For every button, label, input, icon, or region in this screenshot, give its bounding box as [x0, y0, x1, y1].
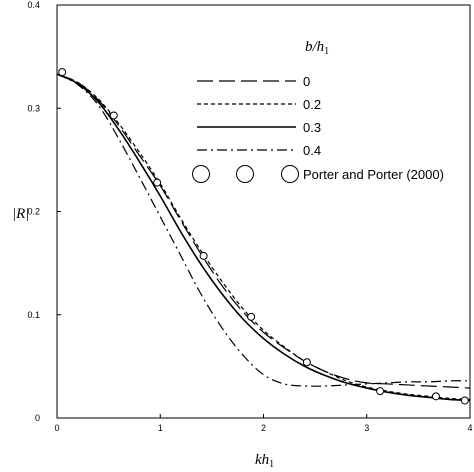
x-axis-label: kh1: [255, 452, 274, 470]
porter-data-point: [460, 396, 469, 405]
y-tick-label: 0: [35, 413, 40, 423]
plot-frame: [56, 4, 471, 419]
legend-marker-circle: [236, 165, 254, 183]
porter-data-point: [199, 251, 208, 260]
legend-label: 0.4: [303, 143, 321, 158]
series-line-0: [56, 73, 471, 389]
y-tick-label: 0.1: [27, 310, 40, 320]
x-tick-label: 3: [364, 423, 369, 433]
series-line-0-2: [56, 73, 471, 401]
porter-data-point: [376, 387, 385, 396]
legend-marker-circle: [281, 165, 299, 183]
x-tick-label: 4: [467, 423, 472, 433]
ticks: 0 1 2 3 4 0 0.1 0.2 0.3 0.4: [27, 0, 472, 433]
porter-data-point: [302, 358, 311, 367]
porter-data-point: [431, 392, 440, 401]
x-tick-label: 2: [261, 423, 266, 433]
legend-title: b/h1: [305, 39, 329, 57]
series-line-0-4: [56, 73, 471, 387]
legend-label: 0: [303, 74, 310, 89]
y-tick-label: 0.4: [27, 0, 40, 10]
x-axis-label-sub: 1: [269, 459, 274, 470]
x-tick-label: 1: [158, 423, 163, 433]
porter-data-point: [109, 111, 118, 120]
y-tick-label: 0.2: [27, 207, 40, 217]
legend-label: Porter and Porter (2000): [303, 167, 444, 182]
series-line-0-3: [56, 73, 471, 402]
legend-marker-circle: [192, 165, 210, 183]
series-layer: [56, 68, 471, 405]
porter-data-point: [153, 178, 162, 187]
y-tick-label: 0.3: [27, 103, 40, 113]
porter-data-point: [247, 312, 256, 321]
x-axis-label-main: kh: [255, 452, 269, 468]
legend: b/h1 0 0.2 0.3 0.4 Porter and Porter (2000): [192, 39, 444, 183]
legend-label: 0.3: [303, 120, 321, 135]
porter-data-point: [58, 68, 67, 77]
x-tick-label: 0: [54, 423, 59, 433]
legend-label: 0.2: [303, 97, 321, 112]
y-axis-label: |R|: [12, 206, 29, 222]
